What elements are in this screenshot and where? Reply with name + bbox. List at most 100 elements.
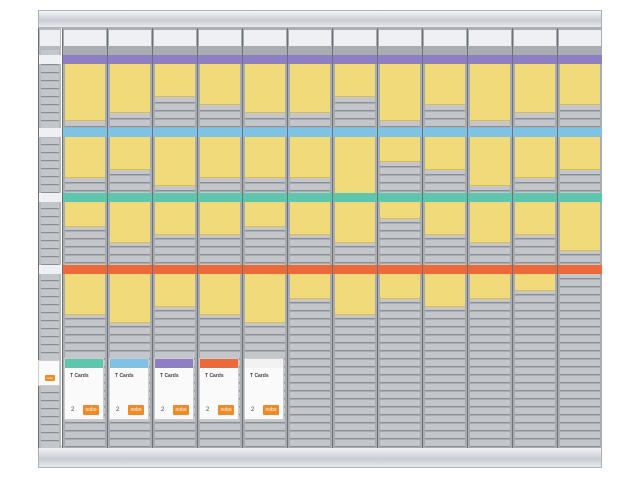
card-slot <box>380 392 420 399</box>
band-0 <box>468 55 512 64</box>
band-0 <box>153 55 197 64</box>
band-1 <box>153 128 197 137</box>
index-slot <box>41 210 59 217</box>
card-slot <box>470 352 510 359</box>
index-slot <box>41 314 59 321</box>
t-card <box>560 161 600 170</box>
card-slot <box>65 320 105 327</box>
card-slot <box>110 184 150 191</box>
t-card <box>200 96 240 105</box>
card-slot <box>380 216 420 223</box>
card-slot <box>155 336 195 343</box>
card-slot <box>515 424 555 431</box>
card-slot <box>335 112 375 119</box>
t-card <box>110 161 150 170</box>
card-slot <box>470 360 510 367</box>
card-slot <box>335 432 375 439</box>
pack-count: 2 <box>251 407 255 413</box>
card-slot <box>245 224 285 231</box>
column-header <box>199 30 241 46</box>
card-slot <box>560 120 600 127</box>
card-slot <box>470 248 510 255</box>
t-card <box>380 210 420 219</box>
card-slot <box>380 312 420 319</box>
card-slot <box>515 328 555 335</box>
card-slot <box>110 112 150 119</box>
card-slot <box>65 336 105 343</box>
card-slot <box>245 440 285 447</box>
card-slot <box>425 384 465 391</box>
t-card <box>425 226 465 235</box>
column-header <box>514 30 556 46</box>
card-slot <box>470 440 510 447</box>
index-slot <box>41 322 59 329</box>
card-slot <box>290 376 330 383</box>
card-slot <box>200 112 240 119</box>
index-slot <box>41 234 59 241</box>
card-slot <box>290 296 330 303</box>
card-slot <box>335 376 375 383</box>
card-slot <box>515 248 555 255</box>
index-slot <box>41 186 59 193</box>
card-slot <box>200 336 240 343</box>
band-3 <box>558 265 602 274</box>
card-slot <box>380 248 420 255</box>
card-slot <box>560 280 600 287</box>
card-slot <box>200 440 240 447</box>
band-0 <box>333 55 377 64</box>
t-card <box>110 314 150 323</box>
card-slot <box>560 288 600 295</box>
card-slot <box>425 232 465 239</box>
card-slot <box>425 400 465 407</box>
card-slot <box>515 440 555 447</box>
card-slot <box>560 384 600 391</box>
t-card <box>380 290 420 299</box>
index-slot <box>41 74 59 81</box>
card-slot <box>200 232 240 239</box>
card-slot <box>155 256 195 263</box>
card-slot <box>515 312 555 319</box>
card-slot <box>110 176 150 183</box>
card-slot <box>200 328 240 335</box>
card-slot <box>110 256 150 263</box>
card-slot <box>560 168 600 175</box>
t-card <box>245 218 285 227</box>
column-header <box>379 30 421 46</box>
card-slot <box>380 304 420 311</box>
card-slot <box>515 352 555 359</box>
card-slot <box>560 344 600 351</box>
t-card-pack: T Cards 2 nobo <box>64 358 104 420</box>
index-slot <box>41 98 59 105</box>
t-card <box>335 88 375 97</box>
card-slot <box>155 184 195 191</box>
card-slot <box>380 232 420 239</box>
card-slot <box>380 328 420 335</box>
card-slot <box>470 416 510 423</box>
card-slot <box>425 256 465 263</box>
card-slot <box>335 328 375 335</box>
card-slot <box>425 344 465 351</box>
card-slot <box>560 360 600 367</box>
card-slot <box>200 424 240 431</box>
band-3 <box>288 265 332 274</box>
card-slot <box>380 408 420 415</box>
card-slot <box>335 120 375 127</box>
band-3 <box>333 265 377 274</box>
card-slot <box>65 432 105 439</box>
index-slot <box>41 66 59 73</box>
card-slot <box>560 376 600 383</box>
band-2 <box>468 193 512 202</box>
nobo-logo: nobo <box>128 405 144 415</box>
card-slot <box>515 288 555 295</box>
card-slot <box>380 120 420 127</box>
card-slot <box>155 232 195 239</box>
t-card <box>425 96 465 105</box>
index-slot <box>41 162 59 169</box>
card-slot <box>425 360 465 367</box>
card-slot <box>335 392 375 399</box>
card-slot <box>335 344 375 351</box>
card-slot <box>335 96 375 103</box>
card-slot <box>155 320 195 327</box>
index-slot <box>41 386 59 393</box>
card-slot <box>380 256 420 263</box>
